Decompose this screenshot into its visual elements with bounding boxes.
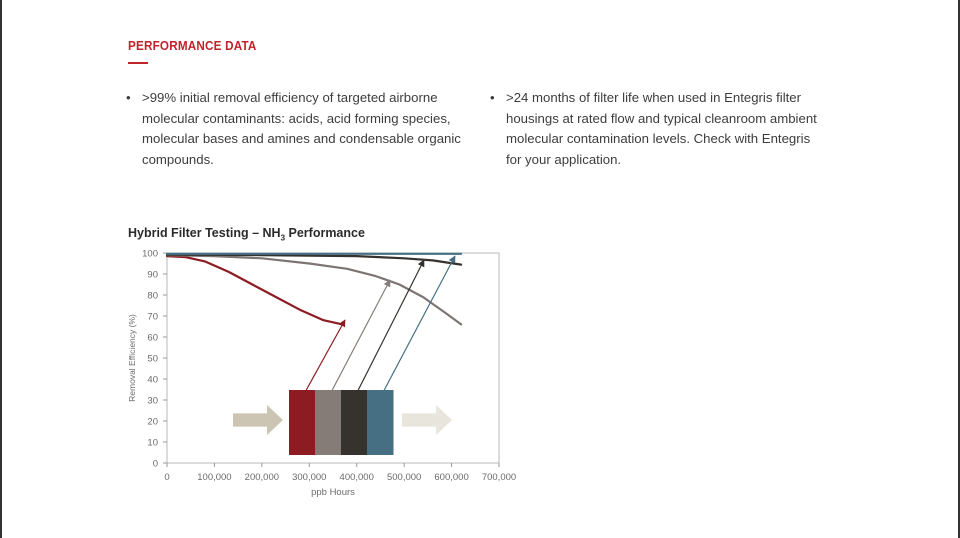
bullet-dot: •: [126, 90, 131, 105]
x-axis-label: ppb Hours: [311, 487, 355, 498]
section-heading: PERFORMANCE DATA: [128, 38, 257, 53]
layer-pointer-arrow: [331, 279, 391, 391]
chart-title-main: Hybrid Filter Testing – NH: [128, 226, 281, 240]
bullet-dot: •: [490, 90, 495, 105]
x-tick-label: 500,000: [387, 472, 421, 483]
filter-media-layer: [289, 390, 316, 455]
y-tick-label: 90: [147, 270, 158, 281]
bullet-text: >24 months of filter life when used in E…: [506, 90, 817, 167]
y-tick-label: 100: [142, 249, 158, 260]
y-axis-label: Removal Efficiency (%): [127, 314, 137, 402]
bullet-text: >99% initial removal efficiency of targe…: [142, 90, 461, 167]
left-frame-border: [0, 0, 2, 538]
x-tick-label: 600,000: [434, 472, 468, 483]
x-tick-label: 400,000: [340, 472, 374, 483]
bullet-column-right: • >24 months of filter life when used in…: [490, 88, 820, 170]
y-tick-label: 30: [147, 396, 158, 407]
filter-media-layer: [315, 390, 342, 455]
y-tick-label: 70: [147, 312, 158, 323]
y-tick-label: 0: [153, 459, 158, 470]
chart-title-end: Performance: [285, 226, 365, 240]
y-tick-label: 40: [147, 375, 158, 386]
filter-media-layer: [341, 390, 368, 455]
x-tick-label: 700,000: [482, 472, 516, 483]
layer-pointer-arrow: [305, 319, 346, 391]
x-tick-label: 0: [164, 472, 169, 483]
bullet-column-left: • >99% initial removal efficiency of tar…: [126, 88, 481, 170]
chart-title-subscript: 3: [280, 233, 286, 243]
heading-underline: [128, 62, 148, 64]
airflow-out-arrow: [402, 405, 452, 435]
y-tick-label: 20: [147, 417, 158, 428]
series-line: [165, 253, 463, 266]
layer-pointer-arrow: [383, 255, 456, 391]
series-line: [165, 255, 344, 326]
y-tick-label: 60: [147, 333, 158, 344]
bullet-filter-life: • >24 months of filter life when used in…: [490, 88, 820, 170]
x-tick-label: 300,000: [292, 472, 326, 483]
y-tick-label: 80: [147, 291, 158, 302]
x-tick-label: 200,000: [245, 472, 279, 483]
layer-pointer-arrow: [357, 259, 425, 391]
series-line: [165, 254, 463, 326]
y-tick-label: 10: [147, 438, 158, 449]
right-frame-border: [958, 0, 960, 538]
x-tick-label: 100,000: [197, 472, 231, 483]
airflow-in-arrow: [233, 405, 283, 435]
y-tick-label: 50: [147, 354, 158, 365]
bullet-removal-efficiency: • >99% initial removal efficiency of tar…: [126, 88, 481, 170]
chart-title: Hybrid Filter Testing – NH3 Performance: [128, 226, 365, 243]
filter-media-layer: [367, 390, 394, 455]
